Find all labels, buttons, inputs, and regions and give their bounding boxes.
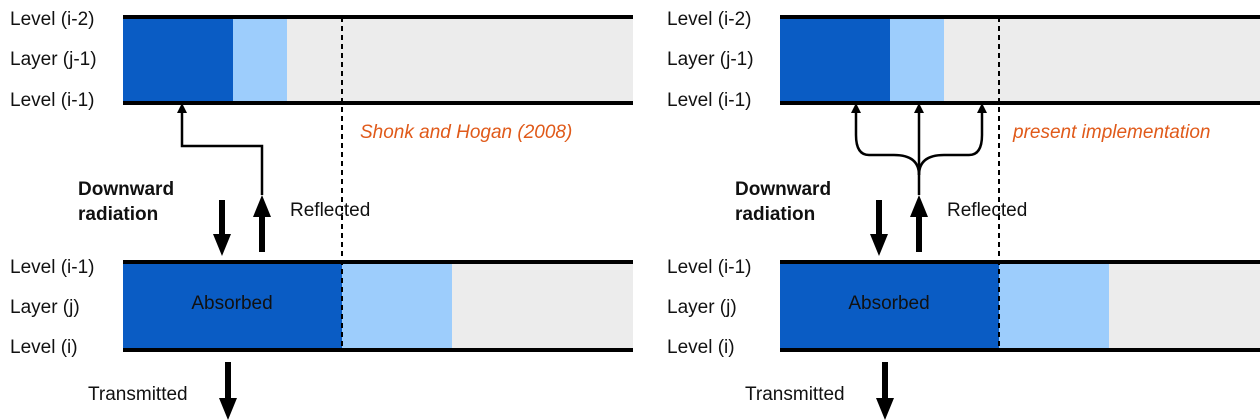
layer-cloud-thick <box>780 262 999 350</box>
level-label: Level (i-2) <box>10 9 94 30</box>
reflected-arrow <box>910 195 928 252</box>
downward-label: radiation <box>735 204 815 225</box>
layer-cloud-thick <box>123 17 233 103</box>
caption: Shonk and Hogan (2008) <box>360 122 572 143</box>
absorbed-label: Absorbed <box>191 293 272 314</box>
caption: present implementation <box>1012 122 1211 143</box>
downward-label: Downward <box>735 179 831 200</box>
level-label: Level (i) <box>667 337 735 358</box>
level-label: Layer (j) <box>10 297 80 318</box>
transmitted-arrow <box>219 362 237 420</box>
layer-cloud-thick <box>780 17 890 103</box>
level-label: Level (i-1) <box>667 257 751 278</box>
layer-cloud-thin <box>233 17 287 103</box>
reflection-path <box>177 103 264 195</box>
downward-label: radiation <box>78 204 158 225</box>
level-label: Level (i-1) <box>667 90 751 111</box>
reflected-label: Reflected <box>290 200 370 221</box>
downward-label: Downward <box>78 179 174 200</box>
reflected-arrow <box>253 195 271 252</box>
transmitted-label: Transmitted <box>745 384 845 405</box>
level-label: Layer (j-1) <box>10 49 97 70</box>
reflection-path <box>917 103 987 176</box>
level-label: Level (i) <box>10 337 78 358</box>
layer-cloud-thin <box>999 262 1109 350</box>
transmitted-label: Transmitted <box>88 384 188 405</box>
layer-cloud-thin <box>342 262 452 350</box>
level-label: Level (i-2) <box>667 9 751 30</box>
transmitted-arrow <box>876 362 894 420</box>
downward-arrow <box>870 200 888 256</box>
layer-cloud-thick <box>123 262 342 350</box>
layer-cloud-thin <box>890 17 944 103</box>
reflected-label: Reflected <box>947 200 1027 221</box>
reflection-path <box>851 103 921 176</box>
level-label: Layer (j) <box>667 297 737 318</box>
downward-arrow <box>213 200 231 256</box>
level-label: Level (i-1) <box>10 90 94 111</box>
level-label: Level (i-1) <box>10 257 94 278</box>
level-label: Layer (j-1) <box>667 49 754 70</box>
absorbed-label: Absorbed <box>848 293 929 314</box>
